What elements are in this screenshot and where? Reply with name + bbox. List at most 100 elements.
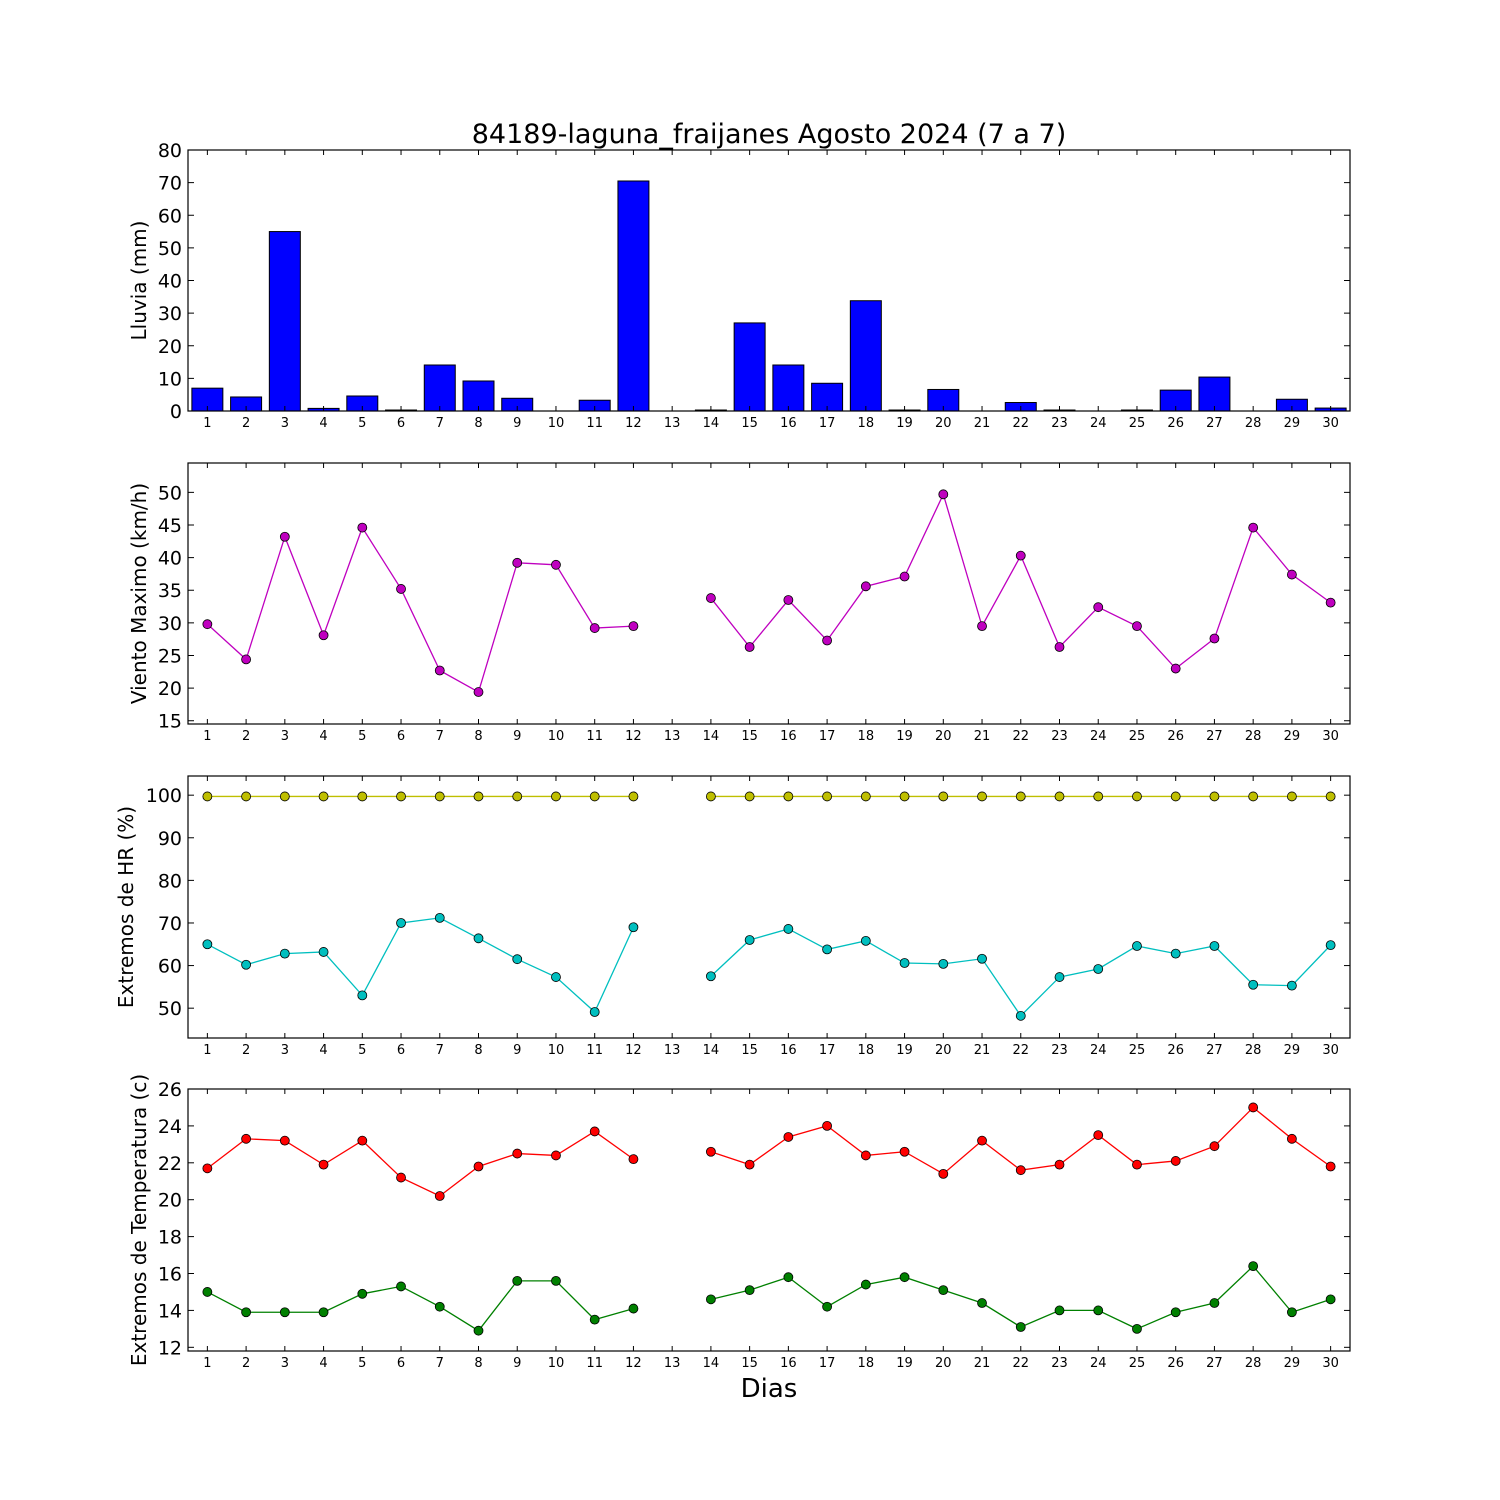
temperature-series-0-point-day-27 [1209, 1141, 1220, 1152]
temperature-series-1-point-day-26 [1170, 1307, 1181, 1318]
rain-xtick-label: 2 [242, 416, 250, 431]
humidity-xtick-label: 27 [1206, 1043, 1223, 1058]
humidity-series-1-point-day-23 [1054, 972, 1065, 982]
humidity-xtick-label: 19 [896, 1043, 913, 1058]
wind-xtick-label: 14 [703, 729, 720, 744]
wind-xtick-label: 21 [974, 729, 991, 744]
wind-series-0-point-day-7 [434, 665, 445, 676]
temperature-series-0-point-day-22 [1015, 1165, 1026, 1176]
wind-xtick-label: 7 [436, 729, 444, 744]
temperature-ytick-label: 16 [158, 1264, 182, 1286]
wind-series-0-point-day-6 [396, 584, 406, 594]
wind-xtick-label: 3 [281, 729, 289, 744]
rain-xtick-label: 10 [548, 416, 565, 431]
humidity-series-0-point-day-11 [589, 791, 600, 802]
temperature-series-1-point-day-24 [1093, 1305, 1104, 1316]
wind-xtick-label: 29 [1284, 729, 1301, 744]
temperature-series-0-point-day-15 [744, 1159, 755, 1170]
humidity-xtick-label: 12 [625, 1043, 642, 1058]
temperature-series-0-point-day-29 [1287, 1133, 1297, 1144]
temperature-xtick-label: 5 [358, 1356, 366, 1371]
wind-xtick-label: 9 [513, 729, 521, 744]
humidity-series-0-point-day-17 [822, 791, 832, 802]
temperature-xtick-label: 15 [741, 1356, 758, 1371]
rain-axes-frame [187, 149, 1351, 412]
rain-bar-day-27 [1198, 376, 1231, 412]
wind-series-0-point-day-23 [1054, 642, 1065, 652]
humidity-series-0-point-day-9 [512, 791, 523, 802]
wind-series-0-line-1 [710, 492, 1332, 670]
humidity-xtick-label: 8 [474, 1043, 482, 1058]
temperature-series-1-point-day-30 [1325, 1294, 1336, 1305]
humidity-ytick-label: 80 [158, 870, 182, 892]
temperature-xtick-label: 9 [513, 1356, 521, 1371]
wind-series-0-point-day-19 [899, 571, 910, 582]
rain-xtick-label: 24 [1090, 416, 1107, 431]
rain-xtick-label: 14 [703, 416, 720, 431]
temperature-series-1-point-day-20 [938, 1285, 949, 1296]
temperature-series-0-point-day-21 [977, 1135, 987, 1146]
wind-series-0-point-day-24 [1093, 602, 1104, 613]
humidity-series-0-point-day-28 [1248, 791, 1259, 802]
humidity-xtick-label: 7 [436, 1043, 444, 1058]
rain-xtick-label: 27 [1206, 416, 1223, 431]
wind-ytick-label: 45 [158, 515, 182, 537]
humidity-series-0-point-day-24 [1093, 791, 1104, 802]
rain-xtick-label: 13 [664, 416, 681, 431]
humidity-xtick-label: 16 [780, 1043, 797, 1058]
rain-xtick-label: 17 [819, 416, 836, 431]
temperature-series-0-point-day-1 [202, 1163, 213, 1174]
humidity-series-0-point-day-10 [551, 791, 561, 802]
humidity-series-1-point-day-6 [396, 918, 406, 928]
temperature-series-0-point-day-6 [396, 1172, 406, 1183]
humidity-xtick-label: 11 [586, 1043, 603, 1058]
wind-series-0-point-day-1 [202, 619, 213, 630]
humidity-series-1-point-day-29 [1287, 980, 1297, 991]
humidity-series-1-point-day-30 [1325, 940, 1336, 951]
humidity-ytick-label: 50 [158, 998, 182, 1020]
wind-series-0-point-day-22 [1015, 550, 1026, 561]
temperature-series-0-point-day-26 [1170, 1156, 1181, 1166]
humidity-series-0-point-day-22 [1015, 791, 1026, 802]
rain-xtick-label: 6 [397, 416, 405, 431]
rain-xtick-label: 15 [741, 416, 758, 431]
temperature-series-1-point-day-1 [202, 1287, 213, 1297]
wind-series-0-point-day-27 [1209, 633, 1220, 644]
humidity-xtick-label: 17 [819, 1043, 836, 1058]
temperature-series-0-point-day-14 [706, 1146, 716, 1157]
temperature-series-0-point-day-24 [1093, 1130, 1104, 1141]
temperature-xtick-label: 14 [703, 1356, 720, 1371]
temperature-series-1-point-day-2 [241, 1307, 252, 1318]
humidity-series-0-point-day-26 [1170, 791, 1181, 802]
wind-ytick-label: 35 [158, 580, 182, 602]
humidity-series-1-point-day-21 [977, 953, 987, 964]
humidity-series-0-point-day-8 [473, 791, 484, 802]
rain-ytick-label: 40 [158, 271, 182, 293]
panels: 1 2 3 4 5 6 7 8 9 10 11 12 13 14 15 16 17 18 19 20 21 22 23 24 2… [114, 140, 1351, 1371]
temperature-series-1-point-day-21 [977, 1298, 987, 1308]
wind-panel: 1 2 3 4 5 6 7 8 9 10 11 12 13 14 15 16 17 18 19 20 21 22 23 24 2… [127, 462, 1351, 744]
rain-xtick-label: 5 [358, 416, 366, 431]
humidity-series-1-point-day-19 [899, 958, 910, 968]
humidity-y-axis-label: Extremos de HR (%) [114, 806, 138, 1008]
wind-series-0-point-day-26 [1170, 663, 1181, 674]
wind-xtick-label: 4 [319, 729, 327, 744]
temperature-xtick-label: 13 [664, 1356, 681, 1371]
temperature-series-1-point-day-27 [1209, 1298, 1220, 1308]
wind-xtick-label: 5 [358, 729, 366, 744]
humidity-xtick-label: 20 [935, 1043, 952, 1058]
humidity-xtick-label: 24 [1090, 1043, 1107, 1058]
wind-series-0-point-day-10 [551, 559, 561, 570]
rain-ytick-label: 20 [158, 336, 182, 358]
wind-ytick-label: 40 [158, 548, 182, 570]
humidity-xtick-label: 25 [1129, 1043, 1146, 1058]
temperature-series-1-point-day-15 [744, 1285, 755, 1296]
humidity-series-1-point-day-12 [628, 922, 639, 933]
temperature-series-1-point-day-28 [1248, 1261, 1259, 1272]
humidity-xtick-label: 13 [664, 1043, 681, 1058]
humidity-series-1-point-day-11 [589, 1007, 600, 1017]
humidity-series-0-point-day-29 [1287, 791, 1297, 802]
temperature-ytick-label: 26 [158, 1079, 182, 1101]
temperature-xtick-label: 4 [319, 1356, 327, 1371]
temperature-xtick-label: 21 [974, 1356, 991, 1371]
